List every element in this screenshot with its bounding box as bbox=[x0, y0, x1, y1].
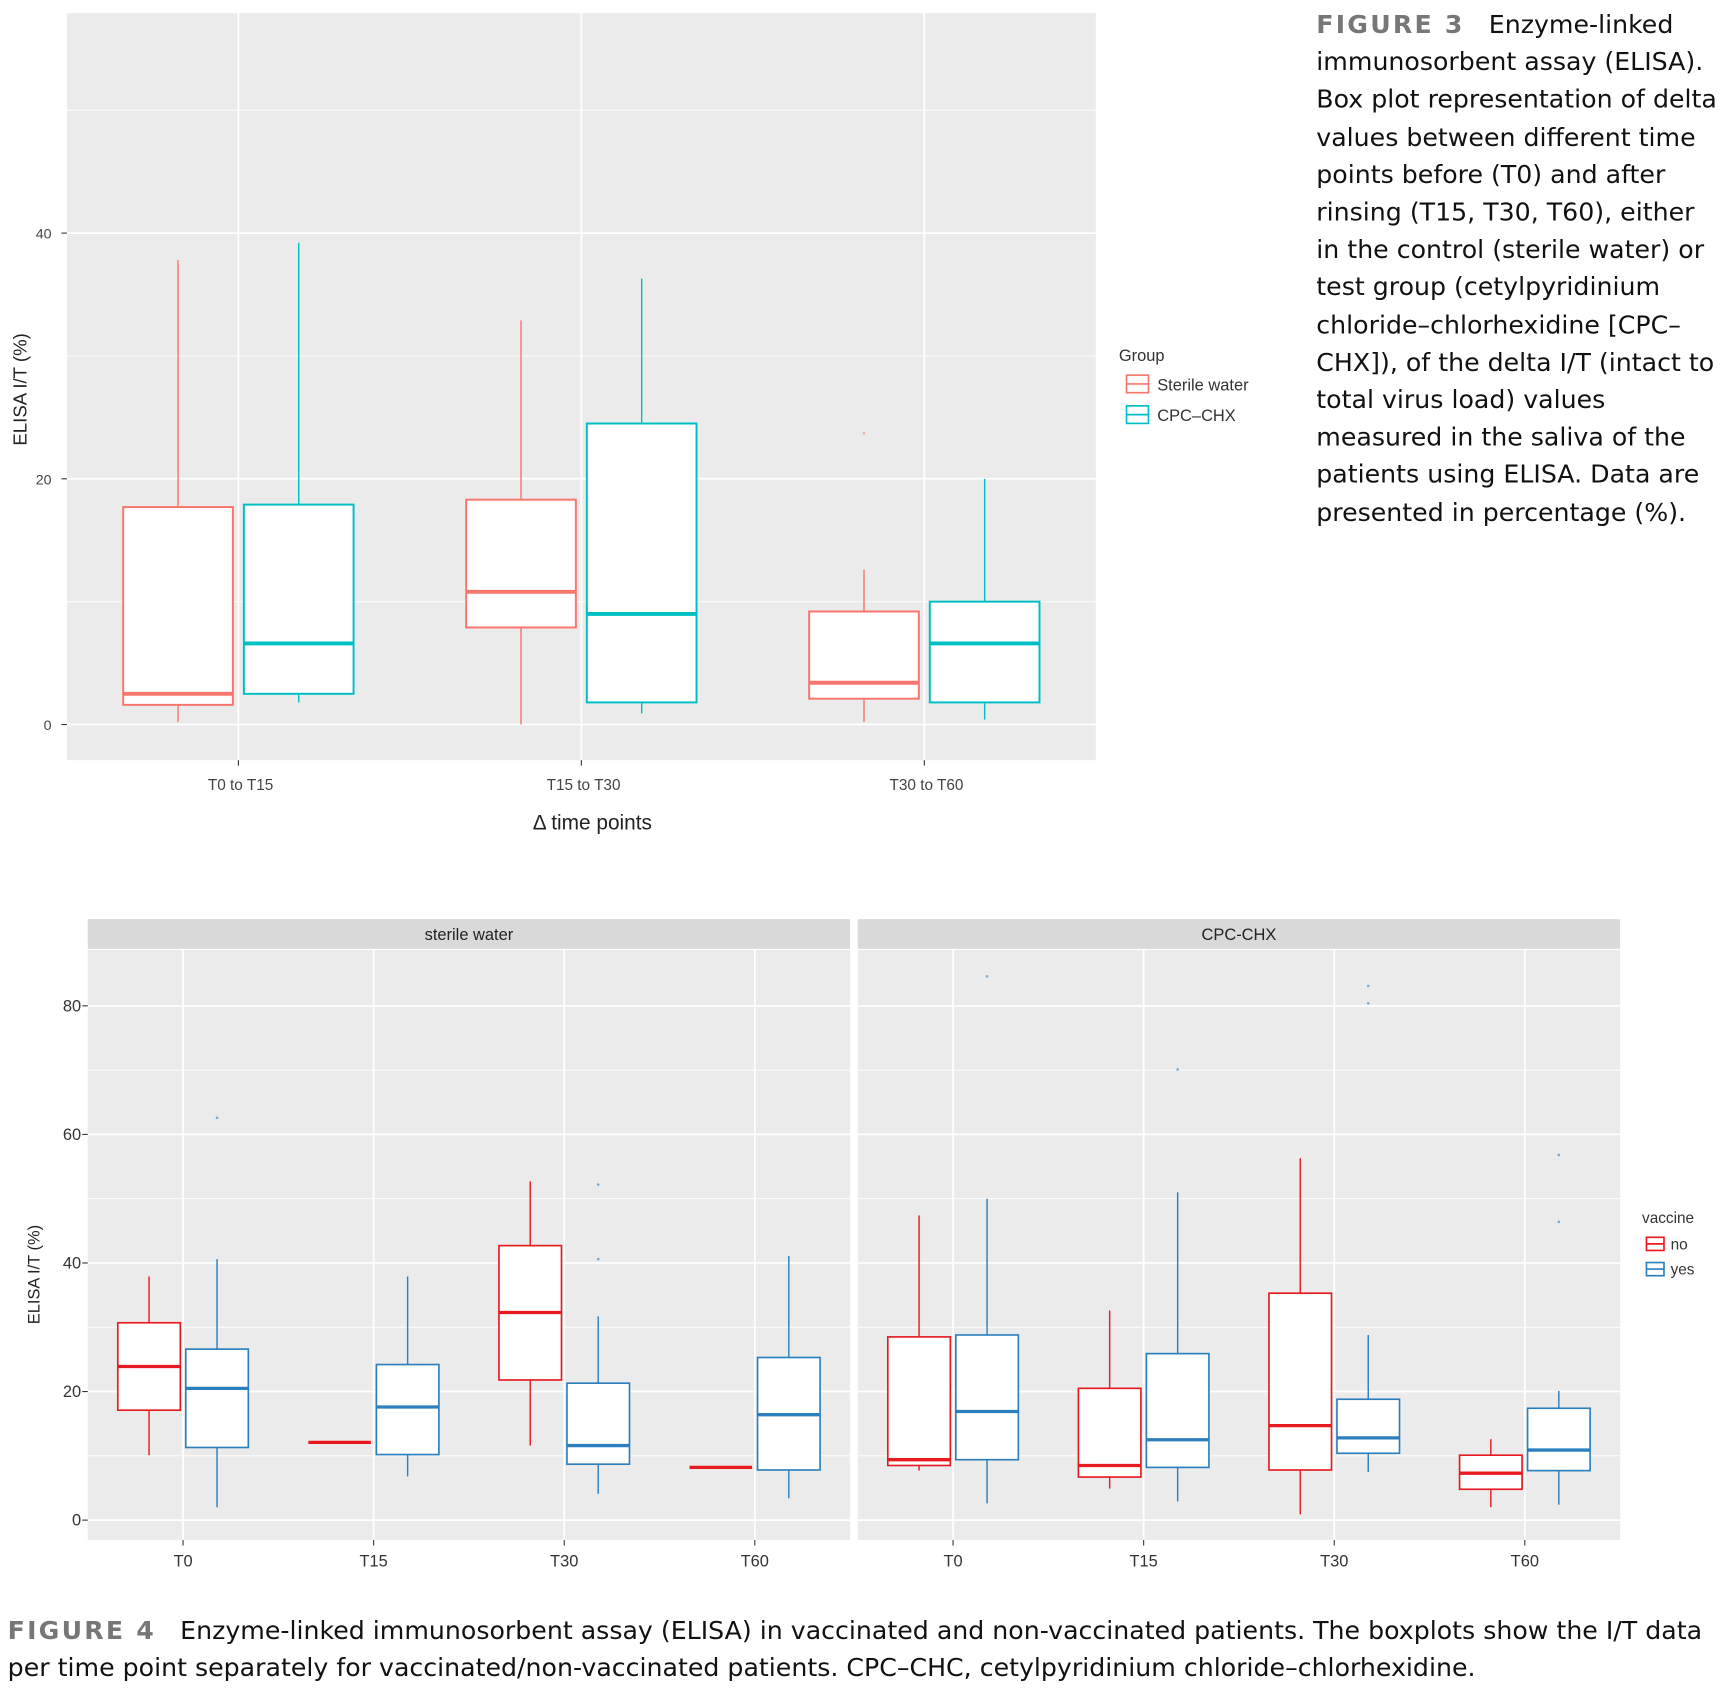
outlier-point bbox=[1176, 1068, 1179, 1071]
legend-label: yes bbox=[1671, 1262, 1695, 1279]
y-axis-title: ELISA I/T (%) bbox=[25, 1225, 43, 1324]
legend-title: Group bbox=[1119, 347, 1165, 365]
figure3-label: FIGURE 3 bbox=[1316, 10, 1465, 40]
box bbox=[1268, 1292, 1333, 1471]
figure3-caption: FIGURE 3 Enzyme-linked immunosorbent assa… bbox=[1316, 7, 1720, 532]
outlier-point bbox=[1366, 984, 1370, 988]
outlier-point bbox=[862, 432, 866, 435]
y-tick-label: 60 bbox=[63, 1126, 81, 1144]
x-tick-label: T0 to T15 bbox=[208, 777, 273, 794]
box bbox=[808, 610, 920, 700]
y-tick-label: 20 bbox=[63, 1383, 81, 1401]
outlier-point bbox=[1557, 1220, 1561, 1224]
legend-title: vaccine bbox=[1642, 1210, 1694, 1227]
outlier-point bbox=[1366, 1001, 1370, 1005]
x-tick-label: T30 bbox=[550, 1552, 578, 1570]
x-tick-label: T30 to T60 bbox=[890, 777, 964, 794]
box bbox=[566, 1382, 631, 1466]
outlier-point bbox=[596, 1257, 600, 1261]
x-tick-label: T0 bbox=[173, 1552, 192, 1570]
legend-label: Sterile water bbox=[1157, 376, 1249, 394]
box bbox=[242, 503, 355, 695]
panel-background bbox=[87, 949, 851, 1541]
figure3-caption-text: Enzyme-linked immunosorbent assay (ELISA… bbox=[1316, 10, 1717, 528]
box bbox=[1336, 1398, 1401, 1455]
x-tick-label: T30 bbox=[1320, 1552, 1348, 1570]
y-tick-label: 40 bbox=[36, 227, 52, 243]
y-axis-title: ELISA I/T (%) bbox=[9, 333, 30, 445]
box bbox=[585, 422, 698, 704]
y-tick-label: 80 bbox=[63, 997, 81, 1015]
x-axis-title: Δ time points bbox=[533, 811, 652, 834]
box bbox=[928, 600, 1041, 704]
facet-title: sterile water bbox=[425, 926, 514, 944]
box bbox=[1077, 1387, 1142, 1478]
box bbox=[1526, 1407, 1591, 1472]
x-tick-label: T60 bbox=[741, 1552, 769, 1570]
outlier-point bbox=[1557, 1153, 1561, 1157]
figure4-caption-text: Enzyme-linked immunosorbent assay (ELISA… bbox=[7, 1616, 1703, 1683]
x-tick-label: T0 bbox=[943, 1552, 962, 1570]
box bbox=[954, 1334, 1020, 1461]
y-tick-label: 40 bbox=[63, 1254, 81, 1272]
box bbox=[375, 1363, 440, 1456]
y-tick-label: 0 bbox=[44, 718, 52, 734]
facet-strip bbox=[87, 919, 851, 949]
box bbox=[465, 498, 577, 629]
legend-label: CPC–CHX bbox=[1157, 407, 1236, 425]
x-tick-label: T60 bbox=[1511, 1552, 1539, 1570]
legend-label: no bbox=[1671, 1236, 1688, 1253]
x-tick-label: T15 bbox=[1129, 1552, 1157, 1570]
box bbox=[886, 1336, 952, 1467]
outlier-point bbox=[985, 974, 989, 978]
y-tick-label: 0 bbox=[72, 1512, 81, 1530]
facet-strip bbox=[857, 919, 1621, 949]
box bbox=[122, 506, 234, 706]
y-tick-label: 20 bbox=[36, 472, 52, 488]
x-tick-label: T15 bbox=[359, 1552, 387, 1570]
box bbox=[1145, 1352, 1210, 1469]
figure4-label: FIGURE 4 bbox=[7, 1616, 157, 1646]
figure4-caption: FIGURE 4 Enzyme-linked immunosorbent assa… bbox=[8, 1612, 1719, 1687]
facet-title: CPC-CHX bbox=[1202, 926, 1277, 944]
x-tick-label: T15 to T30 bbox=[547, 777, 621, 794]
outlier-point bbox=[215, 1116, 219, 1120]
box bbox=[184, 1348, 250, 1449]
outlier-point bbox=[596, 1183, 600, 1186]
